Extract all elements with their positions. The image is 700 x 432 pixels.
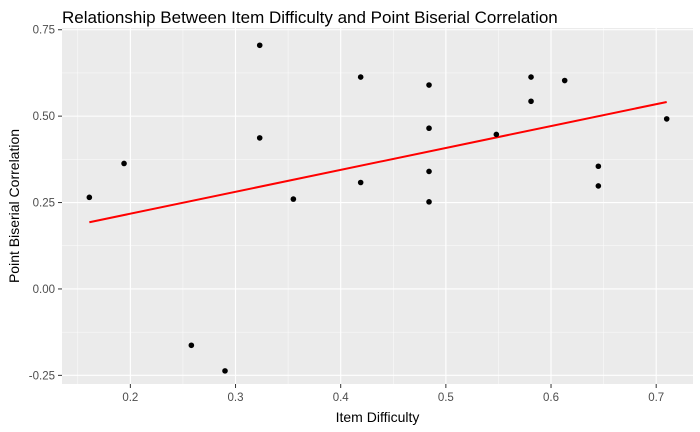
x-axis: 0.2 0.3 0.4 0.5 0.6 0.7: [122, 384, 664, 404]
data-point: [256, 135, 263, 141]
x-tick-label: 0.7: [648, 392, 664, 404]
data-point: [290, 196, 297, 202]
data-point: [426, 168, 432, 175]
major-gridlines: [62, 28, 693, 384]
data-point: [222, 368, 228, 374]
chart-title: Relationship Between Item Difficulty and…: [62, 8, 558, 27]
data-point: [121, 160, 127, 167]
y-tick-label: 0.25: [33, 198, 55, 210]
plot-panel: [62, 28, 693, 384]
data-point: [357, 74, 364, 80]
data-point: [426, 199, 432, 205]
trend-layer: [89, 100, 667, 224]
y-axis-title: Point Biserial Correlation: [6, 129, 22, 283]
data-point: [86, 194, 93, 201]
y-tick-label: 0.75: [33, 25, 55, 37]
data-point: [595, 163, 602, 170]
x-tick-label: 0.5: [438, 392, 454, 404]
minor-gridlines: [62, 28, 693, 384]
data-point: [595, 183, 602, 189]
x-tick-label: 0.4: [333, 392, 350, 404]
x-tick-label: 0.2: [122, 392, 138, 404]
x-tick-label: 0.3: [228, 392, 244, 404]
points-layer: [86, 42, 670, 374]
data-point: [561, 77, 568, 84]
x-tick-label: 0.6: [543, 392, 559, 404]
data-point: [663, 116, 670, 122]
data-point: [528, 74, 534, 80]
y-tick-label: -0.25: [29, 370, 55, 382]
data-point: [426, 125, 432, 132]
data-point: [357, 179, 364, 186]
data-point: [528, 98, 534, 105]
data-point: [493, 131, 500, 138]
x-axis-title: Item Difficulty: [336, 409, 420, 425]
data-point: [188, 342, 195, 349]
y-axis: -0.25 0.00 0.25 0.50 0.75: [29, 25, 62, 382]
data-point: [426, 82, 432, 88]
trend-line: [89, 100, 667, 224]
y-tick-label: 0.00: [33, 284, 55, 296]
y-tick-label: 0.50: [33, 111, 55, 123]
data-point: [256, 42, 263, 49]
